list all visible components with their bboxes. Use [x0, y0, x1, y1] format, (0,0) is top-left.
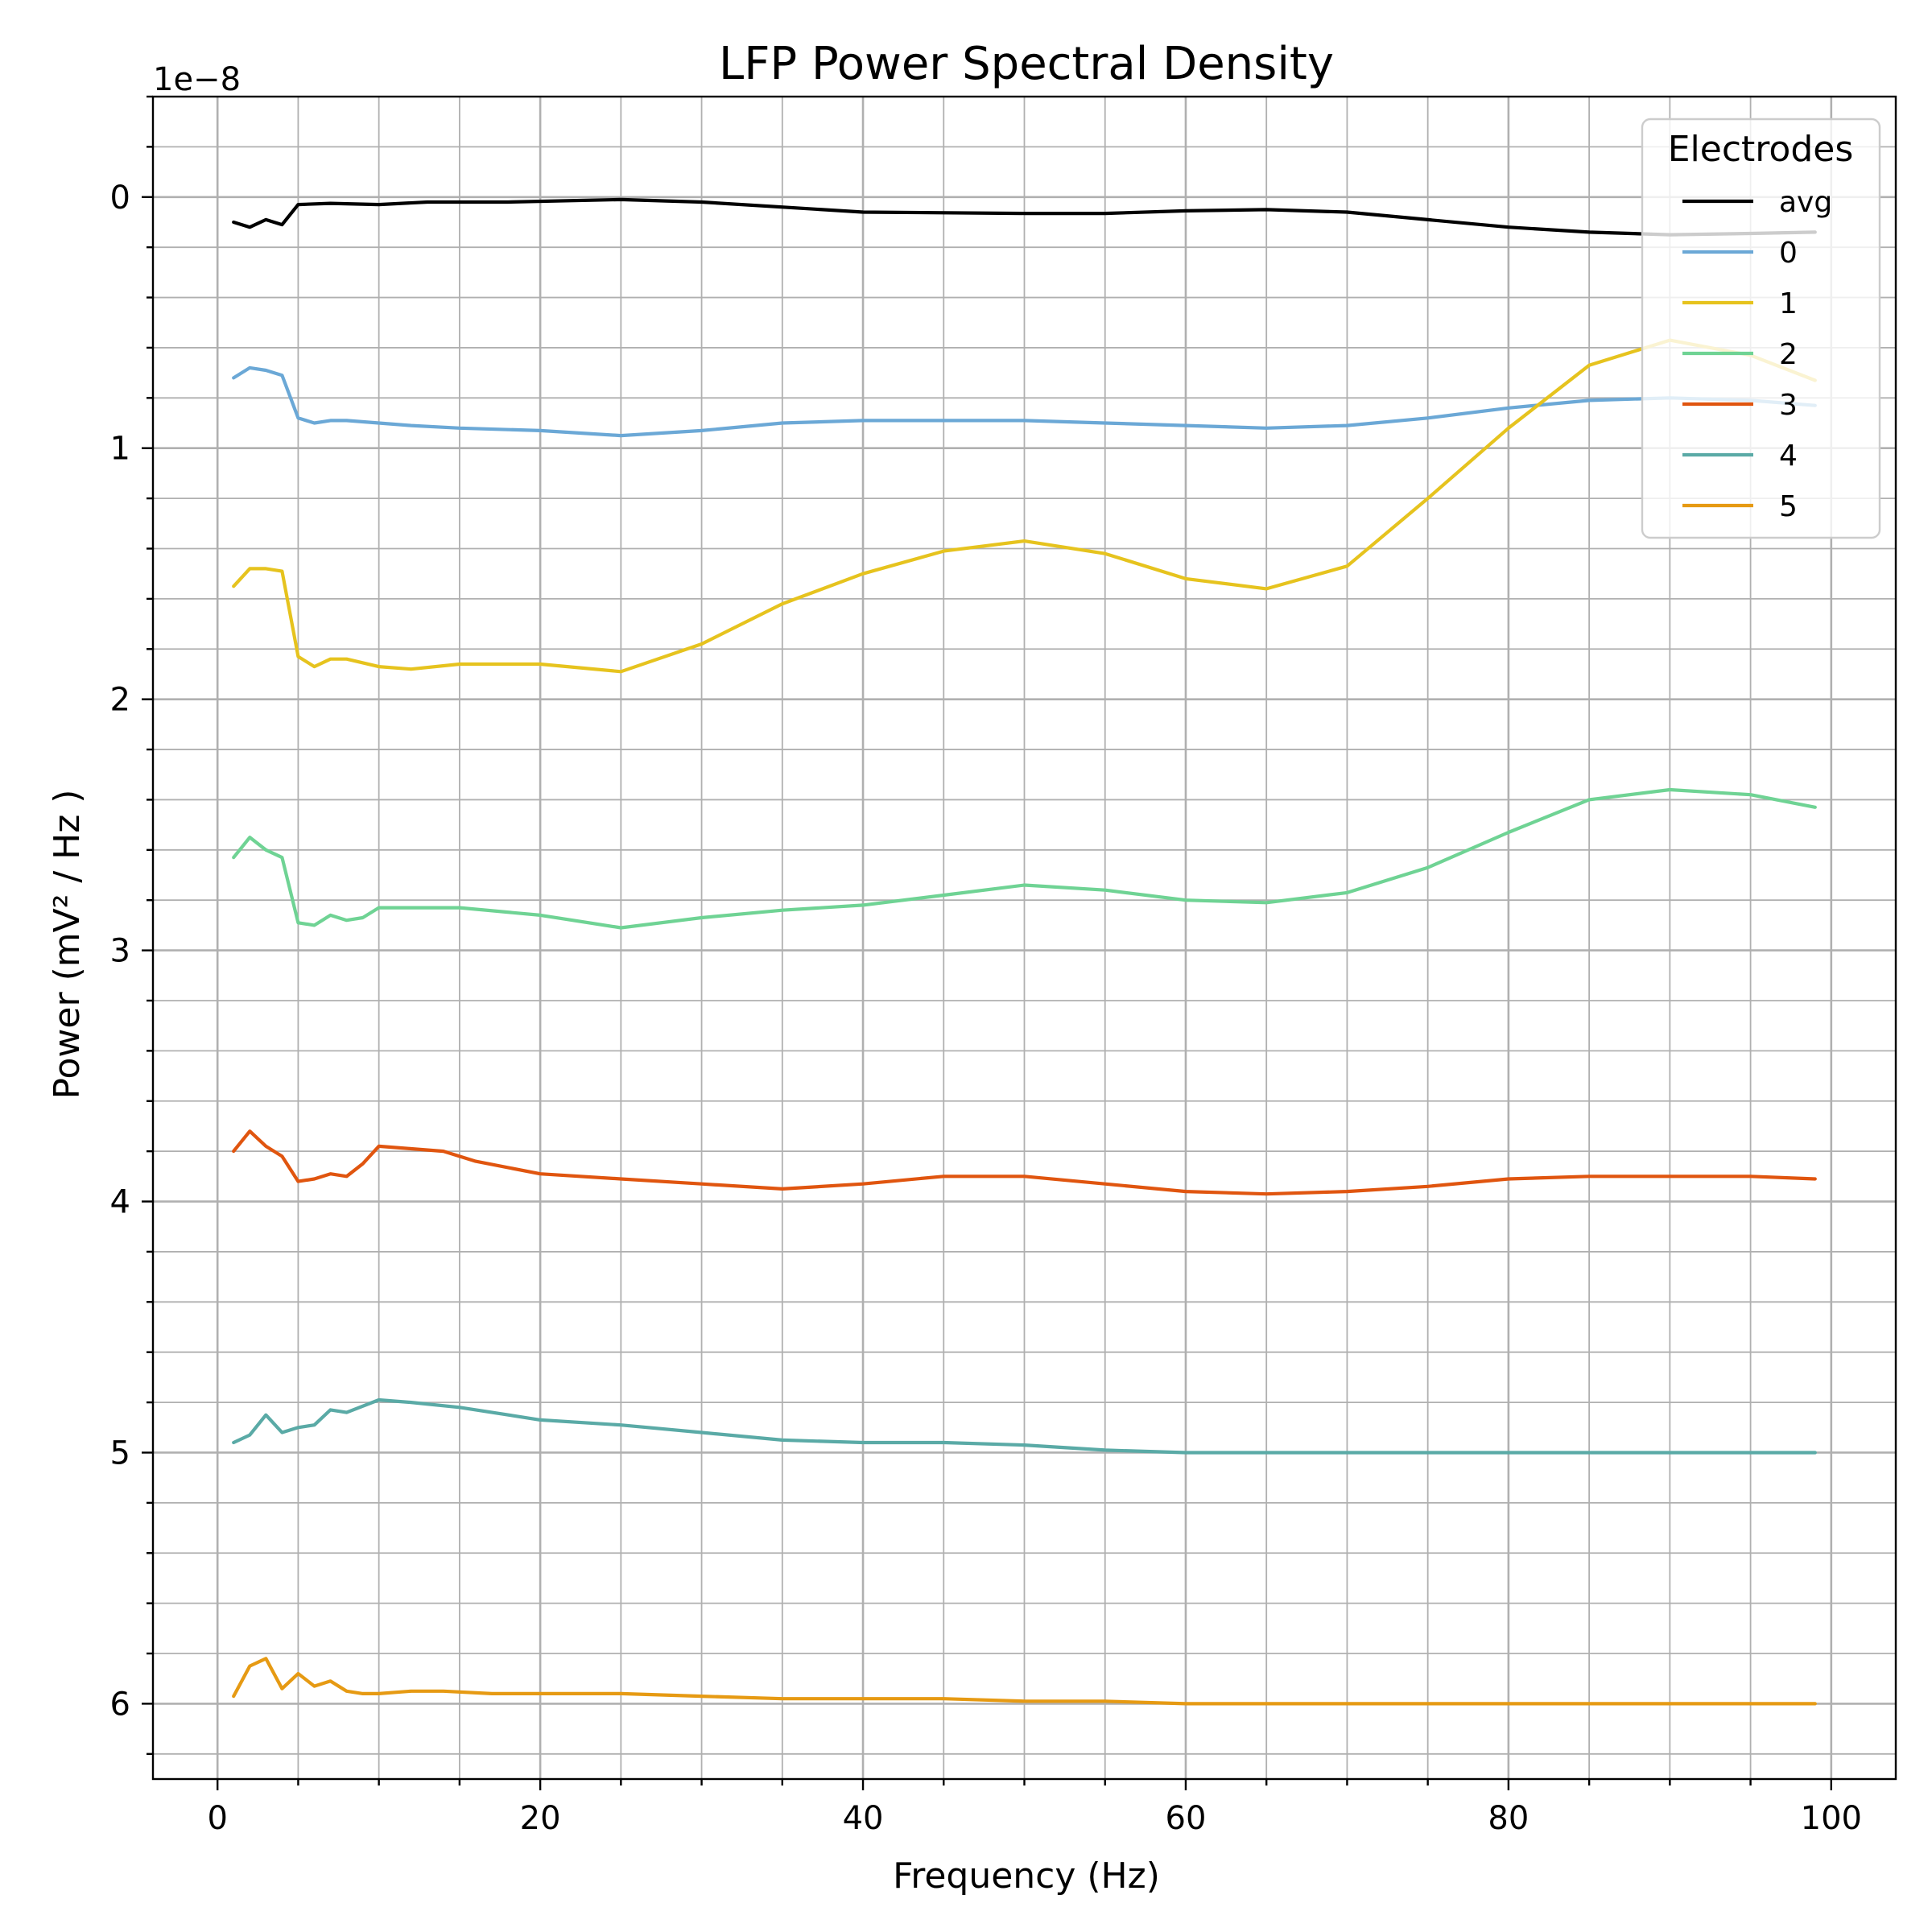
series-line-5: [232, 1657, 1817, 1706]
legend-label-4: 4: [1779, 440, 1798, 473]
y-tick-label: 2: [110, 682, 130, 719]
y-tick-label: 0: [110, 180, 130, 217]
y-tick-label: 4: [110, 1184, 130, 1221]
y-tick-label: 3: [110, 933, 130, 970]
legend-label-2: 2: [1779, 338, 1798, 371]
x-tick-label: 0: [207, 1800, 227, 1837]
series-line-2: [232, 787, 1817, 930]
legend-label-5: 5: [1779, 490, 1798, 523]
legend-label-3: 3: [1779, 389, 1798, 422]
series-line-1: [232, 338, 1817, 674]
ticks: [142, 95, 1833, 1790]
y-tick-label: 1: [110, 431, 130, 468]
x-tick-label: 60: [1166, 1800, 1207, 1837]
legend-box: [1641, 118, 1881, 539]
x-tick-label: 40: [843, 1800, 884, 1837]
x-tick-label: 100: [1801, 1800, 1862, 1837]
legend-label-avg: avg: [1779, 186, 1832, 219]
y-tick-label: 6: [110, 1686, 130, 1723]
chart-title: LFP Power Spectral Density: [719, 38, 1334, 90]
y-offset-text: 1e−8: [153, 61, 241, 98]
x-axis-label: Frequency (Hz): [893, 1856, 1160, 1897]
series-line-avg: [232, 197, 1817, 237]
y-axis-label: Power (mV² / Hz ): [47, 790, 88, 1100]
x-tick-label: 80: [1488, 1800, 1529, 1837]
legend-label-0: 0: [1779, 237, 1798, 270]
y-tick-label: 5: [110, 1435, 130, 1472]
series-line-4: [232, 1397, 1817, 1455]
series-line-0: [232, 365, 1817, 438]
series-group: [232, 197, 1817, 1706]
legend: Electrodes avg 0 1 2 3 4 5: [1641, 118, 1881, 539]
legend-title: Electrodes: [1668, 129, 1854, 170]
x-tick-label: 20: [520, 1800, 561, 1837]
legend-label-1: 1: [1779, 287, 1798, 320]
series-line-3: [232, 1129, 1817, 1196]
legend-items: avg 0 1 2 3 4 5: [1682, 186, 1832, 523]
